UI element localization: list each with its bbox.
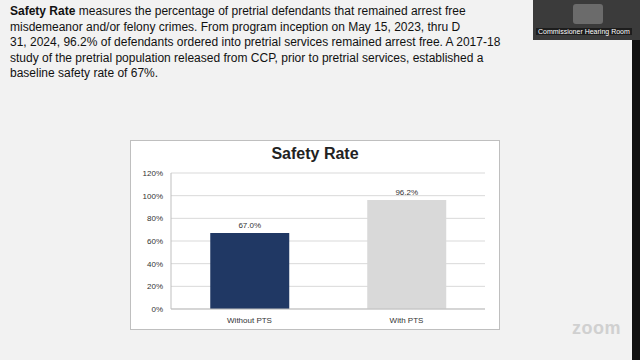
html-text:zoom: zoom <box>572 318 621 338</box>
svg-text:40%: 40% <box>147 260 163 269</box>
html-text:Safety Rate measures the perce: Safety Rate measures the percentage of p… <box>10 4 466 18</box>
svg-text:120%: 120% <box>143 169 163 178</box>
svg-text:20%: 20% <box>147 282 163 291</box>
svg-text:80%: 80% <box>147 214 163 223</box>
html-text:Commissioner Hearing Room: Commissioner Hearing Room <box>538 28 630 35</box>
html-text:misdemeanor and/or felony crim: misdemeanor and/or felony crimes. From p… <box>10 19 461 34</box>
svg-text:Without PTS: Without PTS <box>227 316 272 325</box>
svg-text:0%: 0% <box>151 305 163 314</box>
html-text:study of the pretrial populati: study of the pretrial population release… <box>10 50 484 65</box>
html-text:31, 2024, 96.2% of defendants: 31, 2024, 96.2% of defendants ordered in… <box>10 35 501 49</box>
html-text:baseline safety rate of 67%.: baseline safety rate of 67%. <box>10 66 159 80</box>
svg-text:96.2%: 96.2% <box>395 188 418 197</box>
html-text:Safety Rate: Safety Rate <box>271 145 359 162</box>
svg-text:67.0%: 67.0% <box>238 221 261 230</box>
svg-text:60%: 60% <box>147 237 163 246</box>
svg-text:With PTS: With PTS <box>390 316 424 325</box>
svg-text:100%: 100% <box>143 192 163 201</box>
